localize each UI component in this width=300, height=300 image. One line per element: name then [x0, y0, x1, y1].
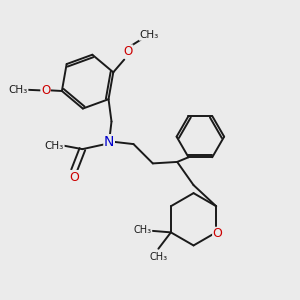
Text: CH₃: CH₃ [45, 141, 64, 151]
Text: N: N [104, 135, 114, 149]
Text: CH₃: CH₃ [134, 225, 152, 235]
Text: CH₃: CH₃ [139, 30, 159, 40]
Text: CH₃: CH₃ [9, 85, 28, 95]
Text: O: O [213, 227, 223, 240]
Text: O: O [41, 84, 50, 97]
Text: CH₃: CH₃ [149, 252, 167, 262]
Text: O: O [124, 45, 133, 58]
Text: O: O [69, 171, 79, 184]
